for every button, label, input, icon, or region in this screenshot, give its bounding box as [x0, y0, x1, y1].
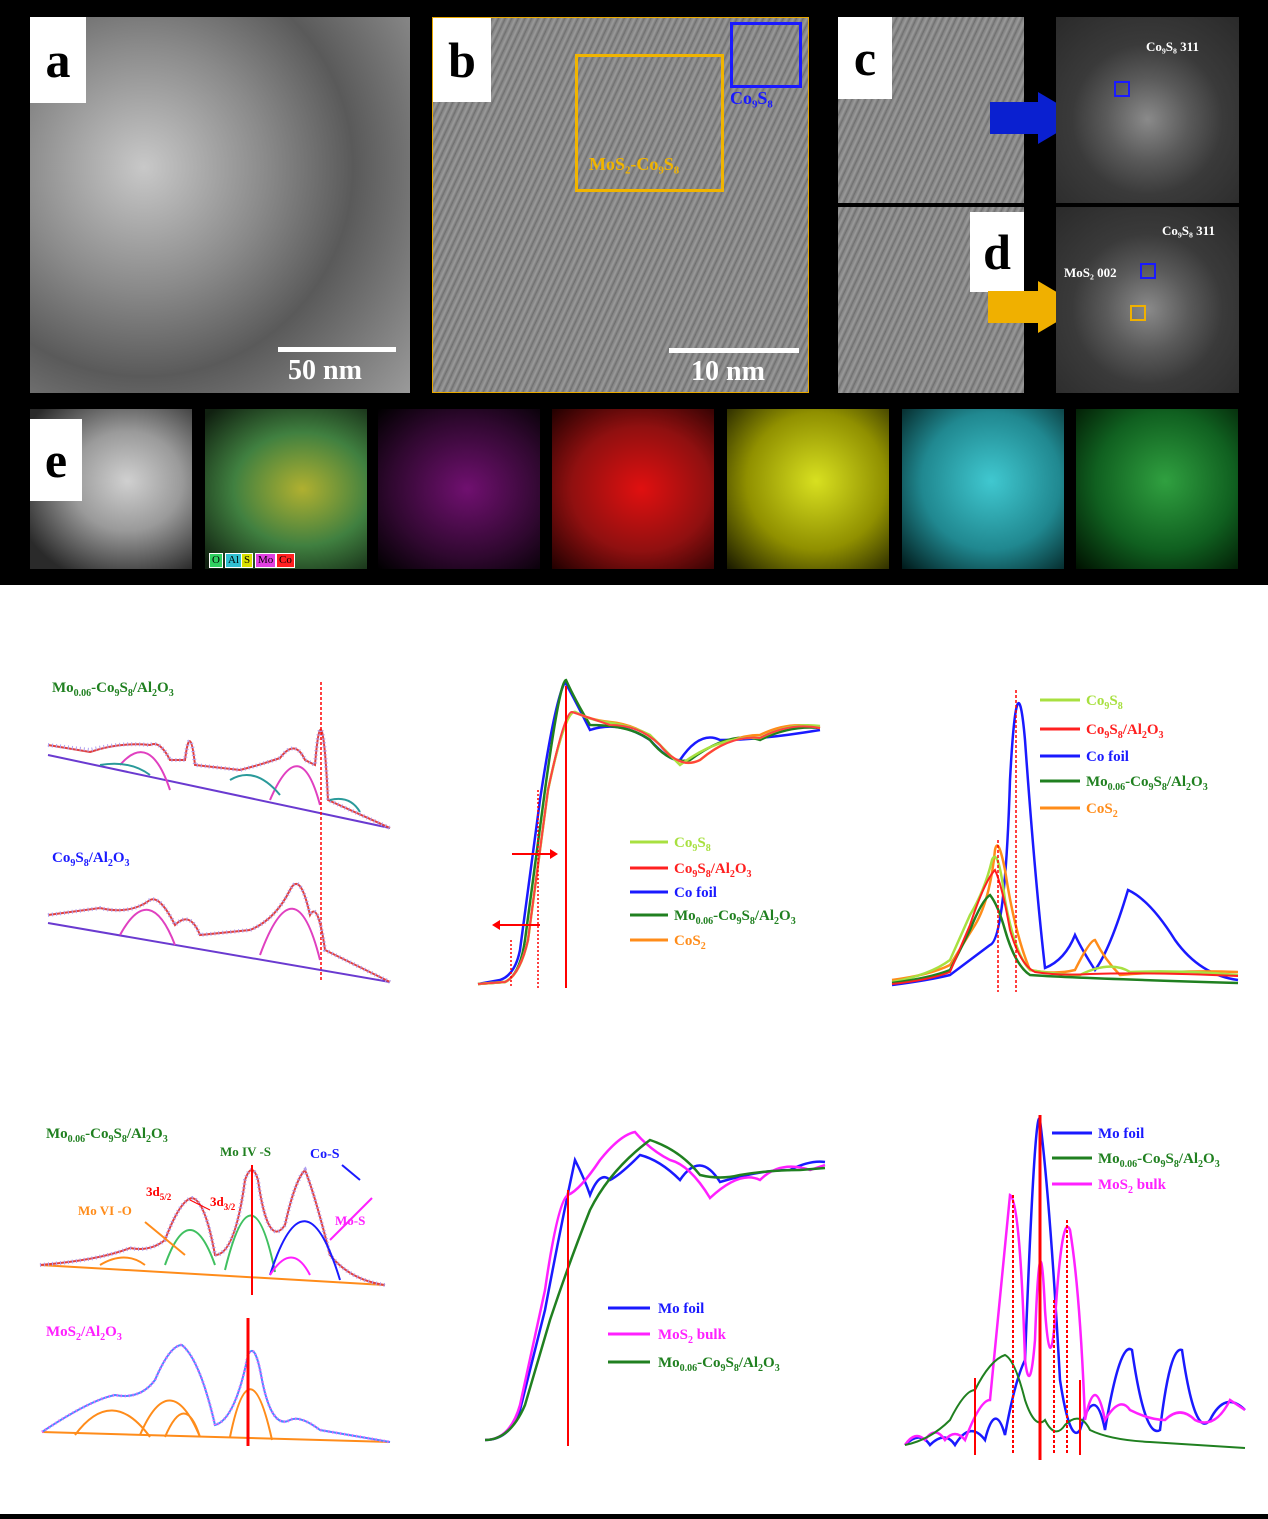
mos2-co9s8-region-box [575, 54, 724, 192]
hrtem-zoom-c: c [838, 17, 1024, 203]
ft-mo-panel: Mo foil Mo0.06-Co9S8/Al2O3 MoS2 bulk [903, 1115, 1246, 1460]
co9s8-region-label: Co₉S₈ [730, 88, 773, 108]
arrow-orange-right [988, 291, 1040, 323]
xps-co-top-data [47, 727, 391, 830]
xanes-mo-legend: Mo foil MoS2 bulk Mo0.06-Co9S8/Al2O3 [608, 1301, 780, 1374]
fft-image-c: Co₉S₈ 311 [1056, 17, 1239, 203]
fft-label-d2: MoS₂ 002 [1064, 265, 1117, 280]
panel-letter-b: b [433, 18, 491, 102]
fft-label-c: Co₉S₈ 311 [1146, 39, 1199, 54]
ft-co-legend: Co9S8 Co9S8/Al2O3 Co foil Mo0.06-Co9S8/A… [1040, 693, 1208, 820]
svg-text:MoS2/Al2O3: MoS2/Al2O3 [46, 1324, 122, 1343]
svg-text:Mo foil: Mo foil [1098, 1126, 1144, 1142]
eds-map-s [727, 409, 889, 569]
spectra-svg: Mo0.06-Co9S8/Al2O3 Co9S8/Al2O3 [39, 678, 1246, 1460]
svg-text:Mo0.06-Co9S8/Al2O3: Mo0.06-Co9S8/Al2O3 [658, 1355, 780, 1374]
fft-spot-box-d1 [1140, 263, 1156, 279]
spectra-area: Mo0.06-Co9S8/Al2O3 Co9S8/Al2O3 [0, 585, 1268, 1514]
scale-label-b: 10 nm [691, 356, 765, 387]
tem-image-a: a 50 nm [30, 17, 410, 393]
svg-text:Mo IV -S: Mo IV -S [220, 1144, 271, 1159]
svg-text:MoS2 bulk: MoS2 bulk [1098, 1177, 1167, 1196]
co9s8-region-box [730, 22, 802, 88]
svg-text:3d5/2: 3d5/2 [146, 1184, 172, 1202]
svg-text:3d3/2: 3d3/2 [210, 1194, 236, 1212]
svg-text:Co foil: Co foil [674, 885, 717, 901]
svg-text:Co9S8: Co9S8 [1086, 693, 1123, 712]
ft-mo-legend: Mo foil Mo0.06-Co9S8/Al2O3 MoS2 bulk [1052, 1126, 1220, 1196]
svg-text:CoS2: CoS2 [674, 933, 706, 952]
panel-letter-c: c [838, 17, 892, 99]
fft-image-d: Co₉S₈ 311 MoS₂ 002 [1056, 207, 1239, 393]
eds-map-co [552, 409, 714, 569]
svg-text:Co9S8: Co9S8 [674, 835, 711, 854]
fft-label-d1: Co₉S₈ 311 [1162, 223, 1215, 238]
xps-co-top-label: Mo0.06-Co9S8/Al2O3 [52, 680, 174, 699]
svg-text:CoS2: CoS2 [1086, 801, 1118, 820]
scale-bar-a [278, 347, 396, 352]
eds-legend-o: O [209, 553, 223, 568]
panel-letter-d: d [970, 212, 1024, 292]
eds-legend-s: S [241, 553, 254, 568]
xps-mo-panel: Mo0.06-Co9S8/Al2O3 Mo IV -S Co-S 3d5/2 3… [39, 1126, 391, 1446]
ft-co-panel: Co9S8 Co9S8/Al2O3 Co foil Mo0.06-Co9S8/A… [891, 690, 1239, 992]
xanes-co-panel: Co9S8 Co9S8/Al2O3 Co foil Mo0.06-Co9S8/A… [477, 678, 821, 988]
mos2-co9s8-region-label: MoS₂-Co₉S₈ [589, 154, 680, 174]
svg-text:Co foil: Co foil [1086, 749, 1129, 765]
svg-text:Mo0.06-Co9S8/Al2O3: Mo0.06-Co9S8/Al2O3 [1086, 774, 1208, 793]
svg-text:Mo0.06-Co9S8/Al2O3: Mo0.06-Co9S8/Al2O3 [1098, 1151, 1220, 1170]
svg-text:Co9S8/Al2O3: Co9S8/Al2O3 [1086, 722, 1164, 741]
haadf-image-e: e [30, 409, 192, 569]
eds-map-mo [378, 409, 540, 569]
svg-text:Co9S8/Al2O3: Co9S8/Al2O3 [674, 861, 752, 880]
arrow-blue-right [990, 102, 1040, 134]
xps-co-top-fit [47, 728, 391, 829]
eds-legend-co: Co [276, 553, 295, 568]
panel-letter-e: e [30, 419, 82, 501]
eds-legend-mo: Mo [255, 553, 277, 568]
eds-overlay-map: O Al S Mo Co [205, 409, 367, 569]
svg-text:Mo0.06-Co9S8/Al2O3: Mo0.06-Co9S8/Al2O3 [46, 1126, 168, 1145]
xanes-mo-panel: Mo foil MoS2 bulk Mo0.06-Co9S8/Al2O3 [484, 1130, 826, 1446]
svg-text:Mo foil: Mo foil [658, 1301, 704, 1317]
panel-letter-a: a [30, 17, 86, 103]
svg-text:MoS2 bulk: MoS2 bulk [658, 1327, 727, 1346]
fft-spot-box-d2 [1130, 305, 1146, 321]
svg-text:Mo0.06-Co9S8/Al2O3: Mo0.06-Co9S8/Al2O3 [674, 908, 796, 927]
fft-spot-box-c [1114, 81, 1130, 97]
xps-co-bottom-label: Co9S8/Al2O3 [52, 850, 130, 869]
xanes-co-legend: Co9S8 Co9S8/Al2O3 Co foil Mo0.06-Co9S8/A… [630, 835, 796, 952]
xps-co-panel: Mo0.06-Co9S8/Al2O3 Co9S8/Al2O3 [47, 680, 391, 984]
scale-bar-b [669, 348, 799, 353]
svg-text:Mo VI -O: Mo VI -O [78, 1203, 132, 1218]
hrtem-image-b: b Co₉S₈ MoS₂-Co₉S₈ 10 nm [432, 17, 809, 393]
scale-label-a: 50 nm [288, 355, 362, 386]
eds-map-al [902, 409, 1064, 569]
eds-map-o [1076, 409, 1238, 569]
eds-legend-al: Al [225, 553, 242, 568]
svg-text:Co-S: Co-S [310, 1147, 340, 1162]
